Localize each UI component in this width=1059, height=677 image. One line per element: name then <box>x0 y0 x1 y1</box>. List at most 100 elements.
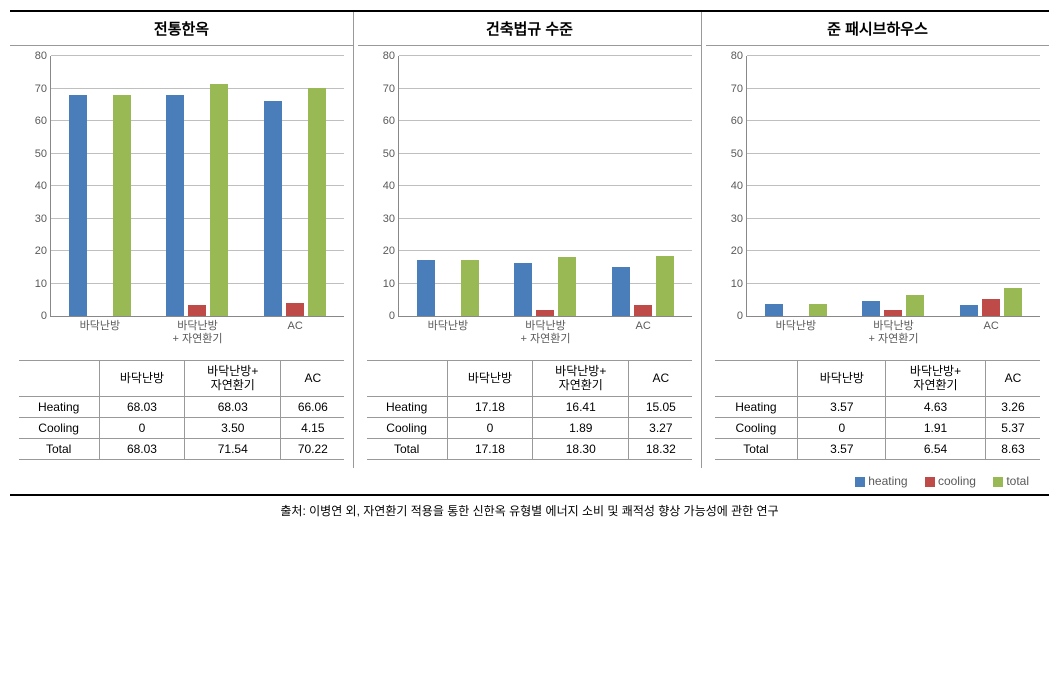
bar-group: 바닥난방 <box>765 56 827 316</box>
xtick-label: 바닥난방 + 자연환기 <box>521 316 571 346</box>
xtick-label: 바닥난방 <box>80 316 120 333</box>
table-header: AC <box>629 361 693 397</box>
bar-group: 바닥난방 + 자연환기 <box>166 56 228 316</box>
table-cell: 15.05 <box>629 396 693 417</box>
ytick-label: 10 <box>383 278 399 290</box>
table-cell: 68.03 <box>99 396 185 417</box>
bar-total <box>1004 288 1022 316</box>
table-header-blank <box>367 361 448 397</box>
bar-heating <box>514 263 532 316</box>
bar-total <box>210 84 228 317</box>
legend-heating-swatch <box>855 477 865 487</box>
xtick-label: AC <box>288 316 303 333</box>
ytick-label: 60 <box>383 115 399 127</box>
ytick-label: 50 <box>383 148 399 160</box>
bar-group: AC <box>264 56 326 316</box>
ytick-label: 30 <box>383 213 399 225</box>
table-header-blank <box>715 361 798 397</box>
ytick-label: 30 <box>731 213 747 225</box>
table-cell: 1.91 <box>886 417 985 438</box>
table-cell: 3.26 <box>985 396 1040 417</box>
table-cell: 3.27 <box>629 417 693 438</box>
chart-area: 01020304050607080바닥난방바닥난방 + 자연환기AC <box>10 46 353 356</box>
ytick-label: 70 <box>383 83 399 95</box>
bar-heating <box>166 95 184 316</box>
ytick-label: 20 <box>383 245 399 257</box>
table-cell: 70.22 <box>281 438 345 459</box>
figure-source: 출처: 이병연 외, 자연환기 적용을 통한 신한옥 유형별 에너지 소비 및 … <box>10 496 1049 519</box>
ytick-label: 10 <box>35 278 51 290</box>
table-cell: 4.63 <box>886 396 985 417</box>
panel-title: 건축법규 수준 <box>358 12 701 46</box>
data-table: 바닥난방바닥난방+자연환기ACHeating17.1816.4115.05Coo… <box>367 360 693 460</box>
table-row-label: Total <box>715 438 798 459</box>
ytick-label: 40 <box>35 180 51 192</box>
bar-group: AC <box>612 56 674 316</box>
ytick-label: 0 <box>737 310 747 322</box>
legend-total: total <box>993 474 1029 488</box>
chart-plot: 01020304050607080바닥난방바닥난방 + 자연환기AC <box>398 56 692 317</box>
bar-total <box>461 260 479 316</box>
bar-heating <box>960 305 978 316</box>
chart-legend: heating cooling total <box>10 468 1049 494</box>
bar-groups: 바닥난방 바닥난방 + 자연환기 AC <box>51 56 344 316</box>
ytick-label: 80 <box>731 50 747 62</box>
legend-heating: heating <box>855 474 907 488</box>
bar-cooling <box>982 299 1000 316</box>
bar-groups: 바닥난방 바닥난방 + 자연환기 AC <box>747 56 1040 316</box>
table-header: 바닥난방 <box>99 361 185 397</box>
table-cell: 17.18 <box>447 438 533 459</box>
table-cell: 71.54 <box>185 438 281 459</box>
table-header: 바닥난방 <box>798 361 886 397</box>
table-cell: 3.57 <box>798 438 886 459</box>
chart-plot: 01020304050607080바닥난방바닥난방 + 자연환기AC <box>746 56 1040 317</box>
chart-area: 01020304050607080바닥난방바닥난방 + 자연환기AC <box>358 46 701 356</box>
bar-heating <box>69 95 87 316</box>
bar-heating <box>862 301 880 316</box>
table-header: 바닥난방+자연환기 <box>533 361 629 397</box>
ytick-label: 50 <box>35 148 51 160</box>
table-row-label: Heating <box>19 396 100 417</box>
xtick-label: 바닥난방 <box>776 316 816 333</box>
bar-total <box>308 88 326 316</box>
table-row-label: Cooling <box>715 417 798 438</box>
bar-group: AC <box>960 56 1022 316</box>
ytick-label: 10 <box>731 278 747 290</box>
panel-title: 전통한옥 <box>10 12 353 46</box>
bar-cooling <box>286 303 304 316</box>
table-cell: 68.03 <box>185 396 281 417</box>
legend-cooling-label: cooling <box>938 474 976 488</box>
bar-group: 바닥난방 <box>69 56 131 316</box>
chart-area: 01020304050607080바닥난방바닥난방 + 자연환기AC <box>706 46 1049 356</box>
bar-cooling <box>634 305 652 316</box>
table-cell: 0 <box>447 417 533 438</box>
table-cell: 1.89 <box>533 417 629 438</box>
xtick-label: 바닥난방 <box>428 316 468 333</box>
ytick-label: 80 <box>35 50 51 62</box>
ytick-label: 0 <box>41 310 51 322</box>
xtick-label: AC <box>636 316 651 333</box>
bar-heating <box>264 101 282 316</box>
table-cell: 6.54 <box>886 438 985 459</box>
table-row-label: Heating <box>367 396 448 417</box>
xtick-label: 바닥난방 + 자연환기 <box>869 316 919 346</box>
ytick-label: 60 <box>35 115 51 127</box>
table-row-label: Heating <box>715 396 798 417</box>
legend-cooling-swatch <box>925 477 935 487</box>
table-cell: 3.50 <box>185 417 281 438</box>
ytick-label: 0 <box>389 310 399 322</box>
ytick-label: 20 <box>731 245 747 257</box>
table-header: AC <box>985 361 1040 397</box>
ytick-label: 60 <box>731 115 747 127</box>
bar-group: 바닥난방 <box>417 56 479 316</box>
table-cell: 18.30 <box>533 438 629 459</box>
bar-group: 바닥난방 + 자연환기 <box>862 56 924 316</box>
table-cell: 68.03 <box>99 438 185 459</box>
chart-panels: 전통한옥01020304050607080바닥난방바닥난방 + 자연환기AC바닥… <box>10 12 1049 468</box>
table-row-label: Cooling <box>367 417 448 438</box>
bar-heating <box>612 267 630 316</box>
bar-total <box>558 257 576 316</box>
bar-total <box>656 256 674 316</box>
ytick-label: 40 <box>731 180 747 192</box>
table-cell: 66.06 <box>281 396 345 417</box>
